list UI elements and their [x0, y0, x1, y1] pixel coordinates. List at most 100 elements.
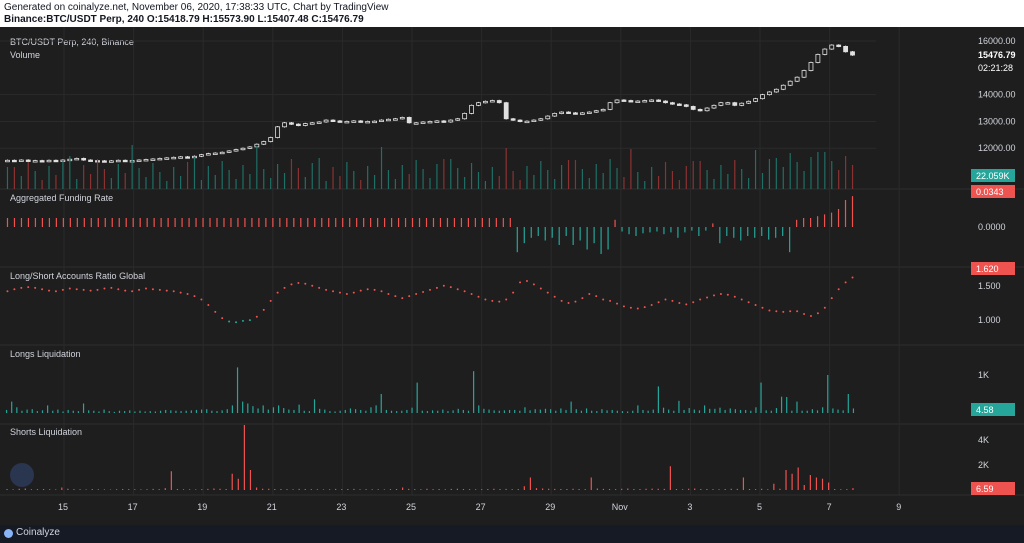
ls-ratio-point [158, 288, 161, 291]
funding-bar [202, 218, 204, 227]
coinalyze-watermark-icon [10, 463, 34, 487]
ls-ratio-point [463, 290, 466, 293]
ls-ratio-point [387, 293, 390, 295]
ls-ratio-point [803, 312, 806, 315]
funding-bar [69, 218, 71, 227]
funding-bar [356, 218, 358, 227]
chart-svg[interactable]: 15 17 19 21 23 25 27 29 Nov 3 5 7 9 BTC/USDT Perp, 24… [0, 27, 1024, 525]
funding-bar [397, 218, 400, 227]
candle-body [136, 159, 142, 162]
ls-ratio-point [851, 276, 854, 279]
volume-bar [394, 179, 396, 189]
shorts-liq-bar [627, 488, 629, 490]
volume-bar [429, 178, 431, 189]
longs-liq-bar [457, 408, 459, 413]
longs-liq-bar [770, 410, 772, 413]
shorts-liq-bar [803, 485, 805, 490]
volume-bar [76, 179, 78, 189]
x-tick-label: 15 [58, 502, 68, 512]
longs-liq-bar [211, 410, 213, 413]
volume-bar [609, 159, 611, 189]
ls-ratio-point [13, 288, 16, 291]
longs-liq-bar [642, 409, 644, 413]
shorts-liq-bar [529, 477, 532, 490]
shorts-liq-bar [219, 488, 221, 490]
shorts-liq-bar [736, 488, 738, 490]
longs-liq-bar [534, 409, 536, 413]
longs-liq-bar [82, 403, 85, 413]
shorts-liq-bar [809, 475, 811, 490]
longs-liq-bar [206, 409, 208, 413]
candle-body [330, 119, 336, 122]
ls-ratio-point [124, 289, 127, 292]
candle-body [683, 104, 689, 107]
shorts-liq-bar [395, 489, 398, 490]
candle-body [600, 108, 606, 112]
ls-ratio-point [616, 302, 619, 305]
candle-body [489, 100, 495, 103]
shorts-liq-bar [359, 489, 361, 490]
ls-ratio-point [332, 290, 335, 293]
longs-liq-bar [139, 410, 141, 413]
chart-area[interactable]: 15 17 19 21 23 25 27 29 Nov 3 5 7 9 BTC/USDT Perp, 24… [0, 27, 1024, 525]
longs-liq-bar [555, 410, 557, 413]
longs-liq-bar [11, 401, 13, 413]
longs-liq-bar [303, 410, 305, 413]
shorts-liq-bar [852, 488, 854, 490]
volume-bar [41, 180, 43, 189]
longs-liq-bar [760, 382, 762, 413]
shorts-liq-bar [176, 489, 179, 490]
funding-bar [62, 218, 64, 227]
candle-body [822, 48, 828, 55]
ls-ratio-point [221, 317, 224, 320]
ls-ratio-point [657, 301, 660, 304]
ls-ratio-point [837, 288, 840, 291]
volume-bar [166, 181, 168, 189]
candle-body [621, 99, 627, 102]
longs-liq-bar [596, 411, 598, 413]
shorts-liq-bar [541, 488, 544, 490]
funding-bar [139, 218, 141, 227]
footer-brand: Coinalyze [16, 527, 60, 538]
shorts-liq-bar [742, 477, 745, 490]
funding-bar [677, 227, 679, 238]
funding-bar [230, 218, 232, 227]
shorts-liq-bar [791, 473, 793, 490]
funding-bar [418, 218, 421, 227]
ls-ratio-point [435, 286, 438, 289]
shorts-liq-bar [109, 489, 112, 490]
longs-liq-bar [180, 411, 182, 413]
candle-body [614, 99, 620, 104]
shorts-liq-bar [298, 488, 300, 490]
candle-body [697, 108, 703, 112]
shorts-liq-bar [182, 489, 185, 490]
shorts-liq-bar [712, 489, 714, 490]
funding-bar [363, 218, 365, 227]
generated-info: Generated on coinalyze.net, November 06,… [4, 2, 389, 13]
ls-ratio-point [595, 295, 598, 298]
longs-liq-bar [832, 408, 834, 413]
funding-bar [425, 218, 428, 227]
longs-liq-bar [226, 409, 228, 413]
funding-bar [307, 218, 309, 227]
candle-body [718, 102, 724, 106]
funding-bar [27, 218, 30, 227]
candle-body [476, 102, 481, 106]
candle-body [386, 118, 391, 122]
volume-bar [734, 160, 736, 189]
volume-bar [152, 163, 154, 189]
ls-ratio-tick-label: 1.000 [978, 315, 1001, 325]
funding-bar [684, 227, 686, 233]
candle-body [503, 102, 509, 120]
volume-bar [706, 170, 708, 189]
shorts-liq-bar [402, 487, 404, 490]
volume-bar [498, 176, 500, 189]
funding-bar [104, 218, 106, 227]
funding-bar [439, 218, 442, 227]
shorts-liq-bar [548, 488, 550, 490]
shorts-liq-bar [195, 489, 197, 490]
ls-ratio-point [408, 295, 411, 298]
ls-ratio-point [519, 281, 522, 284]
shorts-liq-bar [834, 489, 836, 490]
longs-liq-bar [247, 403, 249, 413]
